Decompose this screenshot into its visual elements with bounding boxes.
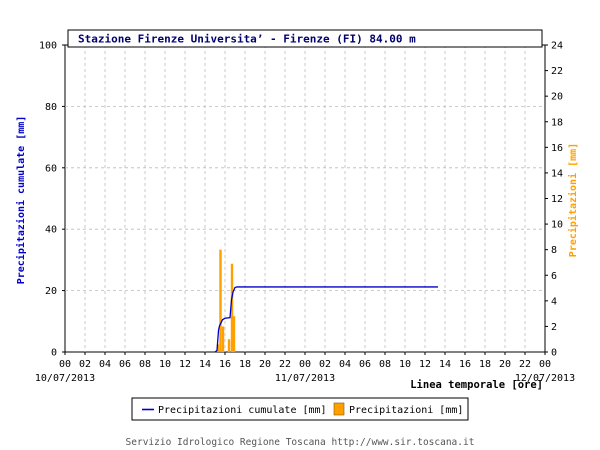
x-tick-label: 20 [499, 359, 511, 370]
precip-bar [219, 249, 222, 352]
precip-bar [216, 344, 220, 352]
x-tick-label: 10 [399, 359, 411, 370]
x-date-label: 10/07/2013 [35, 373, 95, 384]
x-tick-label: 08 [379, 359, 391, 370]
title-box [67, 29, 543, 48]
x-tick-label: 06 [119, 359, 131, 370]
x-tick-label: 14 [439, 359, 451, 370]
x-tick-label: 16 [219, 359, 231, 370]
y-right-tick-label: 18 [551, 117, 563, 128]
y-left-tick-label: 100 [39, 41, 57, 52]
x-tick-label: 14 [199, 359, 211, 370]
y-right-tick-label: 20 [551, 92, 563, 103]
y-left-tick-label: 40 [45, 225, 57, 236]
chart-title: Stazione Firenze Universita’ - Firenze (… [78, 33, 416, 46]
y-right-tick-label: 16 [551, 143, 563, 154]
y-left-tick-label: 80 [45, 102, 57, 113]
y-right-tick-label: 14 [551, 168, 563, 179]
y-right-tick-label: 10 [551, 220, 563, 231]
y-axis-right-label: Precipitazioni [mm] [567, 143, 579, 257]
x-tick-label: 04 [339, 359, 351, 370]
x-tick-label: 10 [159, 359, 171, 370]
legend-bar-swatch [333, 402, 345, 416]
y-right-tick-label: 12 [551, 194, 563, 205]
x-tick-label: 12 [419, 359, 431, 370]
x-tick-label: 20 [259, 359, 271, 370]
footer-credit: Servizio Idrologico Regione Toscana http… [126, 437, 475, 448]
precip-bar [221, 326, 225, 352]
plot-area [64, 44, 546, 353]
x-date-label: 11/07/2013 [275, 373, 335, 384]
x-tick-label: 02 [319, 359, 331, 370]
y-axis-left-label: Precipitazioni cumulate [mm] [15, 116, 27, 285]
x-tick-label: 12 [179, 359, 191, 370]
legend-entry-cumulative: Precipitazioni cumulate [mm] [158, 405, 327, 416]
precip-bar [227, 339, 231, 352]
x-axis-label: Linea temporale [ore] [410, 379, 543, 391]
precip-bar [232, 316, 236, 352]
x-tick-label: 00 [299, 359, 311, 370]
x-date-label: 12/07/2013 [515, 373, 575, 384]
y-right-tick-label: 24 [551, 41, 563, 52]
x-tick-label: 16 [459, 359, 471, 370]
x-tick-label: 18 [239, 359, 251, 370]
y-right-tick-label: 2 [551, 322, 557, 333]
y-left-tick-label: 0 [51, 348, 57, 359]
y-right-tick-label: 8 [551, 245, 557, 256]
y-left-tick-label: 60 [45, 163, 57, 174]
grid-lines [65, 45, 545, 352]
x-tick-label: 18 [479, 359, 491, 370]
cumulative-line [214, 286, 438, 353]
y-right-tick-label: 0 [551, 348, 557, 359]
x-tick-label: 22 [519, 359, 531, 370]
x-tick-label: 22 [279, 359, 291, 370]
y-right-tick-label: 4 [551, 296, 557, 307]
x-tick-label: 00 [539, 359, 551, 370]
x-tick-label: 08 [139, 359, 151, 370]
legend-entry-precipitation: Precipitazioni [mm] [349, 405, 463, 416]
y-left-tick-label: 20 [45, 286, 57, 297]
x-tick-label: 00 [59, 359, 71, 370]
y-right-tick-label: 22 [551, 66, 563, 77]
bar-series [216, 249, 236, 352]
x-tick-label: 04 [99, 359, 111, 370]
legend-box [131, 397, 469, 421]
y-right-tick-label: 6 [551, 271, 557, 282]
x-tick-label: 02 [79, 359, 91, 370]
precip-bar [230, 263, 234, 352]
x-tick-label: 06 [359, 359, 371, 370]
line-series [214, 286, 438, 353]
